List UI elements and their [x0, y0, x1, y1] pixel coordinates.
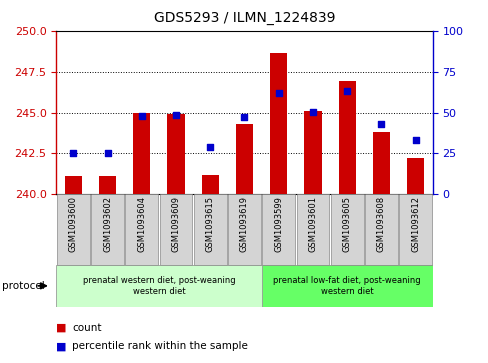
Text: prenatal low-fat diet, post-weaning
western diet: prenatal low-fat diet, post-weaning west…: [273, 276, 420, 295]
Bar: [372, 132, 389, 194]
Text: GSM1093608: GSM1093608: [376, 196, 385, 252]
Point: [308, 109, 316, 115]
Bar: [201, 175, 218, 194]
Text: protocol: protocol: [2, 281, 45, 291]
Point: [103, 150, 111, 155]
Text: GDS5293 / ILMN_1224839: GDS5293 / ILMN_1224839: [153, 11, 335, 25]
Point: [206, 144, 214, 150]
Text: GSM1093609: GSM1093609: [171, 196, 180, 252]
Point: [240, 114, 248, 119]
Text: percentile rank within the sample: percentile rank within the sample: [72, 341, 247, 351]
Point: [411, 137, 419, 143]
Bar: [304, 111, 321, 194]
Bar: [125, 194, 158, 265]
Text: count: count: [72, 323, 101, 333]
Bar: [227, 194, 261, 265]
Bar: [133, 113, 150, 194]
Text: prenatal western diet, post-weaning
western diet: prenatal western diet, post-weaning west…: [82, 276, 235, 295]
Point: [172, 112, 180, 118]
Bar: [296, 194, 329, 265]
Bar: [364, 194, 397, 265]
Text: ■: ■: [56, 323, 66, 333]
Text: GSM1093605: GSM1093605: [342, 196, 351, 252]
Point: [138, 113, 145, 119]
Text: GSM1093615: GSM1093615: [205, 196, 214, 252]
Text: GSM1093601: GSM1093601: [308, 196, 317, 252]
Point: [69, 150, 77, 155]
Text: GSM1093612: GSM1093612: [410, 196, 419, 252]
Bar: [235, 124, 253, 194]
Point: [377, 121, 385, 127]
Bar: [99, 176, 116, 194]
Text: GSM1093619: GSM1093619: [240, 196, 248, 252]
Text: GSM1093602: GSM1093602: [103, 196, 112, 252]
Text: GSM1093604: GSM1093604: [137, 196, 146, 252]
Bar: [193, 194, 226, 265]
Bar: [269, 53, 286, 194]
Bar: [406, 158, 423, 194]
Bar: [398, 194, 431, 265]
Text: GSM1093600: GSM1093600: [69, 196, 78, 252]
Bar: [330, 194, 363, 265]
Bar: [91, 194, 124, 265]
Point: [343, 88, 350, 94]
Bar: [338, 81, 355, 194]
Bar: [159, 194, 192, 265]
Text: ■: ■: [56, 341, 66, 351]
Bar: [57, 194, 90, 265]
Point: [274, 90, 282, 96]
Text: GSM1093599: GSM1093599: [274, 196, 283, 252]
Bar: [262, 194, 295, 265]
Bar: [167, 114, 184, 194]
Bar: [64, 176, 81, 194]
